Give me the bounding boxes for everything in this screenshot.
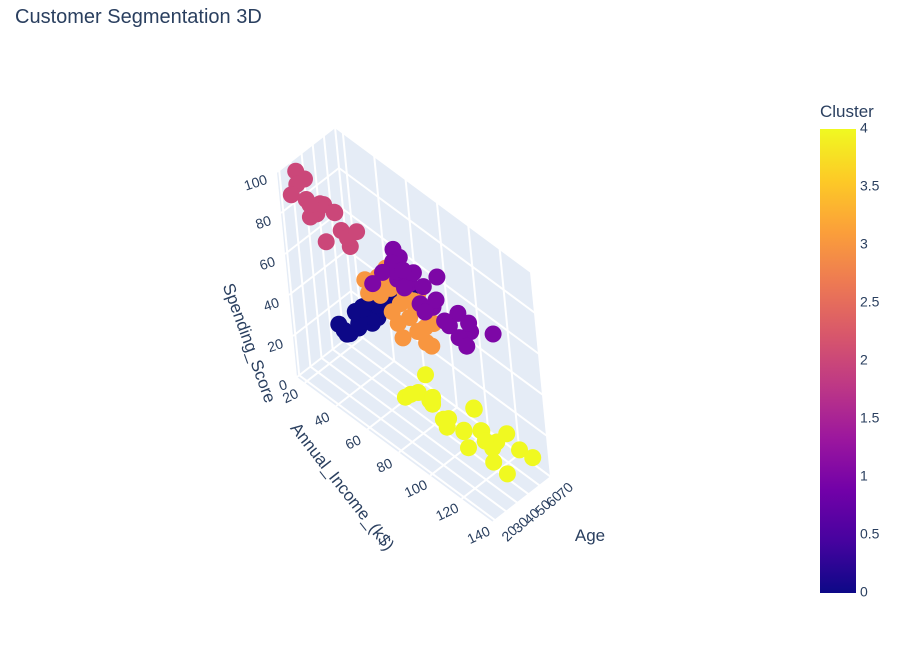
data-point-cluster-1[interactable] <box>416 303 434 321</box>
colorbar-tick-label: 1 <box>860 468 868 484</box>
tick-label-income: 120 <box>433 499 461 523</box>
data-point-cluster-4[interactable] <box>455 421 473 439</box>
colorbar-tick-label: 4 <box>860 120 868 136</box>
tick-label-score: 80 <box>253 212 273 232</box>
data-point-cluster-1[interactable] <box>396 279 413 297</box>
data-point-cluster-2[interactable] <box>301 196 319 214</box>
colorbar-bar <box>820 129 856 593</box>
scene-floor <box>297 332 551 522</box>
colorbar-tick-label: 2 <box>860 352 868 368</box>
gridline-income-floor <box>492 476 552 523</box>
data-point-cluster-0[interactable] <box>338 325 356 343</box>
data-point-cluster-4[interactable] <box>402 385 420 403</box>
data-point-cluster-2[interactable] <box>282 186 300 204</box>
colorbar-tick-label: 3.5 <box>860 178 880 194</box>
data-point-cluster-4[interactable] <box>511 441 528 459</box>
colorbar-tick-label: 0.5 <box>860 526 880 542</box>
data-point-cluster-1[interactable] <box>460 314 478 332</box>
data-point-cluster-2[interactable] <box>317 233 335 251</box>
gridline-score-side <box>280 167 340 214</box>
data-point-cluster-2[interactable] <box>325 203 343 221</box>
data-point-cluster-4[interactable] <box>498 425 516 443</box>
gridline-income-wall <box>435 202 458 408</box>
gridline-income-wall <box>498 248 521 454</box>
tick-label-score: 60 <box>257 253 277 273</box>
data-point-cluster-4[interactable] <box>524 449 542 467</box>
data-point-cluster-3[interactable] <box>389 314 407 332</box>
gridline-score-side <box>292 290 352 337</box>
tick-label-score: 40 <box>261 294 281 314</box>
data-point-cluster-2[interactable] <box>348 223 366 241</box>
gridline-income-floor <box>304 337 364 384</box>
gridline-score-back <box>334 126 532 273</box>
tick-label-income: 100 <box>402 476 430 500</box>
gridline-score-side <box>288 249 348 296</box>
gridline-score-side <box>276 126 336 173</box>
colorbar-tick-label: 1.5 <box>860 410 880 426</box>
colorbar-tick-label: 3 <box>860 236 868 252</box>
data-point-cluster-3[interactable] <box>409 323 427 340</box>
data-point-cluster-1[interactable] <box>394 261 412 279</box>
data-point-cluster-4[interactable] <box>460 439 477 457</box>
tick-label-income: 40 <box>311 408 332 429</box>
colorbar: Cluster 0 0.5 1 1.5 2 2.5 3 3.5 4 <box>820 102 880 600</box>
data-point-cluster-4[interactable] <box>417 366 434 384</box>
axis-title-age: Age <box>575 526 605 545</box>
gridline-age-floor <box>309 365 507 513</box>
gridline-age-wall <box>278 170 301 376</box>
data-point-cluster-1[interactable] <box>436 312 454 330</box>
data-point-cluster-4[interactable] <box>424 388 442 406</box>
tick-label-income: 140 <box>464 523 492 547</box>
colorbar-tick-label: 2.5 <box>860 294 880 310</box>
chart-title: Customer Segmentation 3D <box>15 6 262 28</box>
tick-label-score: 0 <box>277 376 290 394</box>
data-point-cluster-1[interactable] <box>374 263 391 281</box>
tick-label-income: 60 <box>343 431 364 452</box>
data-point-cluster-4[interactable] <box>485 453 503 471</box>
data-points[interactable] <box>282 162 542 483</box>
data-point-cluster-1[interactable] <box>414 278 432 296</box>
gridline-age-floor <box>298 374 496 522</box>
data-point-cluster-4[interactable] <box>465 399 483 417</box>
gridline-score-back <box>338 167 536 314</box>
gridline-age-floor <box>320 357 519 504</box>
data-point-cluster-3[interactable] <box>394 329 412 347</box>
tick-label-income: 80 <box>374 455 395 476</box>
data-point-cluster-1[interactable] <box>428 268 446 286</box>
data-point-cluster-2[interactable] <box>301 208 319 226</box>
tick-label-score: 100 <box>242 171 269 194</box>
data-point-cluster-3[interactable] <box>423 337 441 355</box>
colorbar-tick-label: 0 <box>860 584 868 600</box>
data-point-cluster-1[interactable] <box>384 240 402 258</box>
gridline-income-wall <box>530 271 552 478</box>
colorbar-title: Cluster <box>820 102 874 121</box>
data-point-cluster-4[interactable] <box>498 465 516 483</box>
data-point-cluster-1[interactable] <box>458 337 476 355</box>
data-point-cluster-1[interactable] <box>484 325 502 343</box>
data-point-cluster-4[interactable] <box>476 432 494 450</box>
data-point-cluster-4[interactable] <box>438 418 456 436</box>
data-point-cluster-1[interactable] <box>364 275 382 293</box>
gridline-income-floor <box>461 453 521 500</box>
data-point-cluster-1[interactable] <box>427 291 445 309</box>
tick-label-score: 20 <box>265 335 285 355</box>
gridline-income-floor <box>335 360 395 407</box>
tick-label-income: 20 <box>280 385 301 406</box>
